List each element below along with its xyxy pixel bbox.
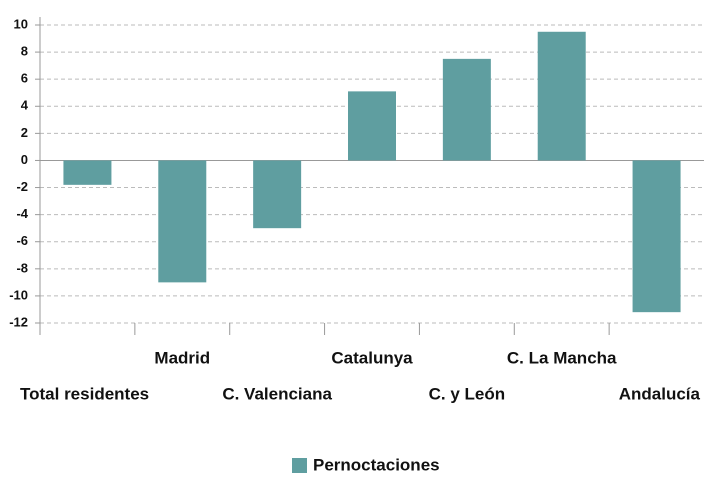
bar xyxy=(632,160,681,313)
y-tick-label: -4 xyxy=(16,206,28,221)
bar xyxy=(253,160,302,229)
bar xyxy=(537,31,586,161)
y-tick-label: -12 xyxy=(9,314,28,329)
x-tick-label: Total residentes xyxy=(20,384,149,403)
bar xyxy=(348,91,396,161)
x-tick-label: Catalunya xyxy=(331,348,413,367)
y-tick-label: 10 xyxy=(14,16,28,31)
legend-swatch xyxy=(292,458,307,473)
legend-label: Pernoctaciones xyxy=(313,455,440,474)
x-tick-label: C. y León xyxy=(429,384,506,403)
y-tick-label: 0 xyxy=(21,152,28,167)
bar xyxy=(158,160,207,283)
y-tick-label: 8 xyxy=(21,44,28,59)
y-tick-label: -2 xyxy=(16,179,28,194)
bar xyxy=(442,58,491,161)
y-tick-label: 4 xyxy=(21,98,29,113)
x-tick-label: Andalucía xyxy=(619,384,701,403)
x-tick-label: C. Valenciana xyxy=(222,384,332,403)
y-tick-label: -8 xyxy=(16,260,28,275)
y-tick-label: 2 xyxy=(21,125,28,140)
y-tick-label: 6 xyxy=(21,71,28,86)
y-tick-label: -6 xyxy=(16,233,28,248)
x-tick-label: Madrid xyxy=(154,348,210,367)
x-tick-label: C. La Mancha xyxy=(507,348,617,367)
y-tick-label: -10 xyxy=(9,287,28,302)
bar xyxy=(63,160,112,185)
